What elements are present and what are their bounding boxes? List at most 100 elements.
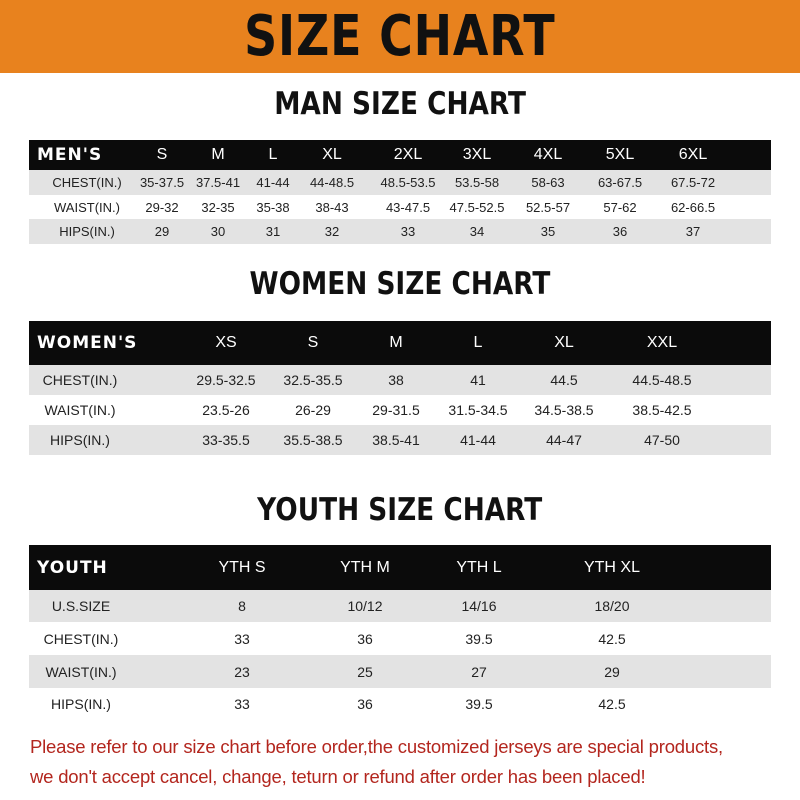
size-header-l: L	[268, 146, 278, 163]
table-row: HIPS(IN.) 29 30 31 32 33 34 35 36 37	[29, 219, 771, 244]
table-row: HIPS(IN.) 33-35.5 35.5-38.5 38.5-41 41-44 44-…	[29, 425, 771, 455]
size-header-m: M	[211, 146, 225, 163]
table-cell: 37.5-41	[195, 175, 241, 190]
table-cell: 38.5-42.5	[632, 402, 692, 418]
table-cell: 34	[469, 224, 485, 239]
table-cell: 67.5-72	[670, 175, 716, 190]
table-cell: 35-38	[256, 199, 290, 215]
row-label: CHEST(IN.)	[52, 175, 122, 190]
row-label: WAIST(IN.)	[44, 402, 116, 418]
size-header-2xl: 2XL	[393, 146, 423, 163]
table-cell: 35.5-38.5	[283, 432, 343, 448]
table-cell: 33-35.5	[202, 432, 250, 448]
table-cell: 53.5-58	[454, 175, 500, 190]
size-header-xxl: XXL	[646, 334, 678, 351]
size-header-6xl: 6XL	[678, 146, 708, 163]
row-label: HIPS(IN.)	[50, 432, 110, 448]
table-cell: 35	[540, 224, 556, 239]
table-row: CHEST(IN.) 35-37.5 37.5-41 41-44 44-48.5 48.5…	[29, 170, 771, 195]
table-cell: 38.5-41	[372, 432, 420, 448]
table-cell: 32	[324, 224, 340, 239]
row-label: WAIST(IN.)	[54, 199, 120, 215]
row-label: CHEST(IN.)	[43, 630, 119, 647]
table-cell: 44.5	[550, 372, 578, 388]
table-row: U.S.SIZE 8 10/12 14/16 18/20	[29, 590, 771, 622]
table-cell: 62-66.5	[670, 199, 716, 215]
size-header-xl: XL	[322, 146, 342, 163]
table-cell: 33	[400, 224, 416, 239]
table-cell: 41-44	[256, 175, 290, 190]
header-label: WOMEN'S	[37, 333, 138, 353]
table-cell: 35-37.5	[139, 175, 185, 190]
table-cell: 42.5	[598, 696, 626, 712]
title-banner: SIZE CHART	[0, 0, 800, 73]
table-cell: 38	[388, 372, 404, 388]
table-cell: 30	[210, 224, 226, 239]
table-cell: 52.5-57	[525, 199, 571, 215]
notice-line-2: we don't accept cancel, change, teturn o…	[30, 766, 646, 787]
size-header-s: S	[307, 334, 319, 351]
table-cell: 29-31.5	[372, 402, 420, 418]
table-cell: 41	[470, 372, 486, 388]
table-cell: 33	[234, 696, 250, 712]
table-cell: 32.5-35.5	[283, 372, 343, 388]
table-cell: 47.5-52.5	[449, 199, 505, 215]
table-cell: 18/20	[594, 598, 630, 614]
header-label: YOUTH	[37, 557, 108, 578]
size-header-m: M	[389, 334, 403, 351]
table-cell: 14/16	[461, 598, 497, 614]
table-cell: 29	[604, 663, 620, 680]
row-label: U.S.SIZE	[51, 598, 111, 614]
size-header-l: L	[473, 334, 483, 351]
table-cell: 8	[238, 598, 246, 614]
table-cell: 57-62	[603, 199, 637, 215]
table-cell: 29.5-32.5	[196, 372, 256, 388]
header-row: MEN'S S M L XL 2XL 3XL 4XL 5XL 6XL	[29, 140, 771, 170]
women-heading: WOMEN SIZE CHART	[249, 266, 551, 302]
youth-heading: YOUTH SIZE CHART	[257, 492, 543, 528]
size-header-yth-s: YTH S	[218, 558, 266, 576]
row-label: HIPS(IN.)	[59, 224, 115, 239]
table-row: WAIST(IN.) 23.5-26 26-29 29-31.5 31.5-34.5 34…	[29, 395, 771, 425]
row-label: HIPS(IN.)	[51, 696, 111, 712]
table-cell: 31.5-34.5	[448, 402, 508, 418]
header-row: WOMEN'S XS S M L XL XXL	[29, 321, 771, 365]
table-cell: 36	[612, 224, 628, 239]
table-cell: 34.5-38.5	[534, 402, 594, 418]
size-header-yth-xl: YTH XL	[583, 558, 640, 576]
table-cell: 44-47	[546, 432, 582, 448]
men-size-table: MEN'S S M L XL 2XL 3XL 4XL 5XL 6XL CHEST(IN.) 35-37…	[29, 140, 771, 244]
table-cell: 42.5	[598, 630, 626, 647]
table-cell: 44-48.5	[309, 175, 355, 190]
row-label: WAIST(IN.)	[45, 663, 117, 680]
table-cell: 36	[357, 630, 373, 647]
table-cell: 43-47.5	[385, 199, 431, 215]
table-cell: 48.5-53.5	[380, 175, 436, 190]
youth-size-table: YOUTH YTH S YTH M YTH L YTH XL U.S.SIZE 8 10/12…	[29, 545, 771, 720]
table-cell: 26-29	[295, 402, 331, 418]
table-cell: 38-43	[315, 199, 349, 215]
size-header-xl: XL	[554, 334, 574, 351]
row-label: CHEST(IN.)	[42, 372, 118, 388]
size-header-4xl: 4XL	[533, 146, 563, 163]
table-cell: 47-50	[644, 432, 680, 448]
size-header-s: S	[156, 146, 168, 163]
table-cell: 27	[471, 663, 487, 680]
table-row: WAIST(IN.) 29-32 32-35 35-38 38-43 43-47.5 47.…	[29, 195, 771, 219]
table-cell: 44.5-48.5	[632, 372, 692, 388]
notice-line-1: Please refer to our size chart before or…	[30, 736, 723, 757]
table-cell: 10/12	[347, 598, 383, 614]
header-label: MEN'S	[37, 145, 103, 165]
table-cell: 29	[154, 224, 170, 239]
size-header-3xl: 3XL	[462, 146, 492, 163]
table-cell: 33	[234, 630, 250, 647]
size-header-xs: XS	[215, 334, 237, 351]
table-cell: 32-35	[201, 199, 235, 215]
size-header-5xl: 5XL	[605, 146, 635, 163]
size-header-yth-m: YTH M	[340, 558, 390, 576]
women-size-table: WOMEN'S XS S M L XL XXL CHEST(IN.) 29.5-32.5 32.5…	[29, 321, 771, 455]
table-cell: 41-44	[460, 432, 496, 448]
table-cell: 39.5	[465, 630, 493, 647]
table-cell: 36	[357, 696, 373, 712]
table-cell: 23	[234, 663, 250, 680]
